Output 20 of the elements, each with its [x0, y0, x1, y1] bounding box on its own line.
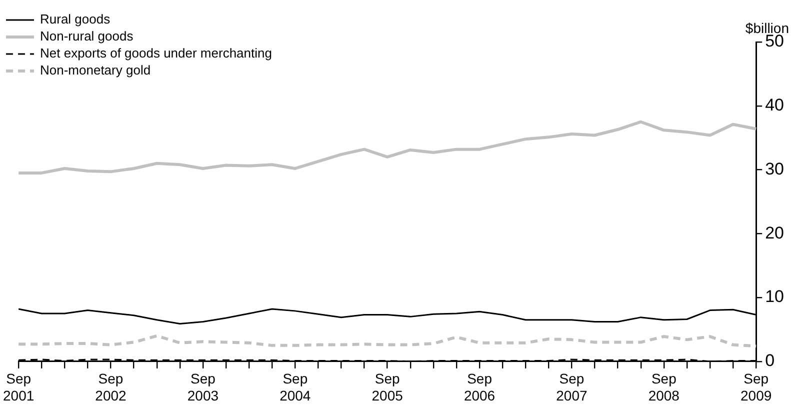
x-tick-label: Sep 2001 — [2, 370, 34, 404]
line-series — [17, 334, 758, 348]
x-tick-label: Sep 2002 — [95, 370, 127, 404]
legend-label: Non-monetary gold — [40, 62, 151, 78]
x-tick-label: Sep 2003 — [187, 370, 219, 404]
y-tick-label: 40 — [765, 96, 784, 115]
x-tick-label: Sep 2009 — [740, 370, 772, 404]
legend-label: Non-rural goods — [40, 28, 134, 44]
x-tick-label: Sep 2006 — [464, 370, 496, 404]
x-tick-label: Sep 2008 — [648, 370, 680, 404]
legend-label: Rural goods — [40, 12, 111, 27]
y-tick-label: 0 — [765, 351, 775, 370]
legend-label: Net exports of goods under merchanting — [40, 46, 272, 61]
x-tick-label: Sep 2007 — [556, 370, 588, 404]
y-axis-title: $billion — [745, 20, 789, 36]
x-tick-label: Sep 2004 — [280, 370, 311, 404]
y-tick-label: 20 — [765, 223, 784, 242]
y-tick-label: 30 — [765, 159, 784, 178]
y-tick-label: 10 — [765, 287, 784, 306]
x-tick-label: Sep 2005 — [372, 370, 404, 404]
